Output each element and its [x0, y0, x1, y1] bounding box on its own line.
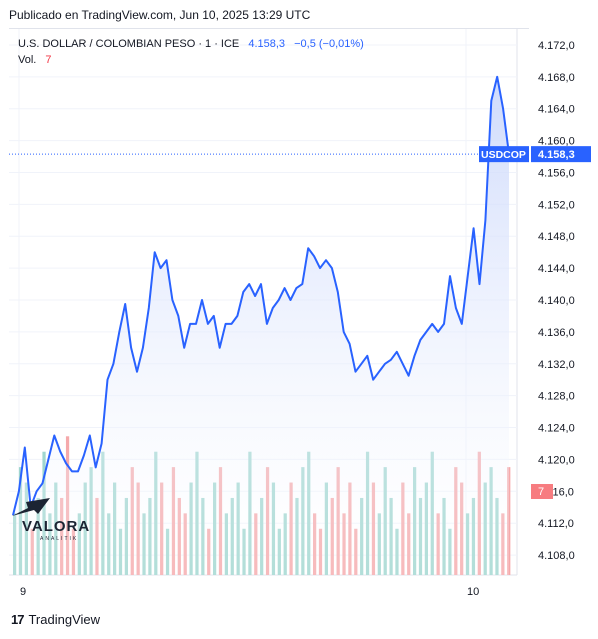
volume-tag-value: 7 — [538, 486, 544, 498]
legend-symbol[interactable]: U.S. DOLLAR / COLOMBIAN PESO · 1 · ICE — [18, 38, 240, 50]
y-tick-label: 4.144,0 — [538, 263, 575, 275]
price-chart[interactable]: 4.172,0 4.168,0 4.164,0 4.160,0 4.156,0 4.152… — [9, 29, 598, 609]
tradingview-brand: TradingView — [28, 612, 101, 627]
tradingview-logo-icon: 17 — [11, 612, 25, 627]
chart-legend: U.S. DOLLAR / COLOMBIAN PESO · 1 · ICE 4… — [18, 36, 364, 68]
legend-price: 4.158,3 — [248, 38, 286, 50]
legend-change: −0,5 (−0,01%) — [294, 38, 364, 50]
legend-volume-row: Vol. 7 — [18, 52, 364, 68]
y-tick-label: 4.156,0 — [538, 167, 575, 179]
valora-watermark: VALORA ANALITIK — [10, 498, 95, 546]
ticker-tag-bg — [479, 146, 529, 163]
x-tick-label: 9 — [20, 586, 26, 598]
y-tick-label: 4.148,0 — [538, 231, 575, 243]
y-tick-label: 4.152,0 — [538, 199, 575, 211]
y-tick-label: 4.136,0 — [538, 327, 575, 339]
y-tick-label: 4.160,0 — [538, 136, 575, 148]
price-line[interactable] — [12, 75, 510, 516]
price-area-fill — [13, 76, 509, 576]
y-tick-label: 4.172,0 — [538, 40, 575, 52]
y-tick-label: 4.124,0 — [538, 423, 575, 435]
ticker-tag-label: USDCOP — [481, 149, 526, 161]
y-tick-label: 4.128,0 — [538, 391, 575, 403]
price-tag-value: 4.158,3 — [538, 149, 575, 161]
volume-tag-bg — [531, 484, 553, 499]
y-tick-label: 4.132,0 — [538, 359, 575, 371]
watermark-sub: ANALITIK — [40, 536, 79, 542]
y-tick-label: 4.108,0 — [538, 550, 575, 562]
y-tick-label: 4.164,0 — [538, 104, 575, 116]
legend-volume-value: 7 — [45, 54, 52, 66]
y-tick-label: 4.120,0 — [538, 454, 575, 466]
chart-area[interactable]: 4.172,0 4.168,0 4.164,0 4.160,0 4.156,0 4.152… — [9, 28, 591, 598]
y-tick-label: 4.140,0 — [538, 295, 575, 307]
tradingview-footer[interactable]: 17 TradingView — [11, 612, 100, 627]
watermark-arrow-icon — [12, 498, 50, 516]
legend-volume-label[interactable]: Vol. — [18, 54, 37, 66]
published-caption: Publicado en TradingView.com, Jun 10, 20… — [9, 8, 311, 22]
y-tick-label: 4.112,0 — [538, 518, 574, 530]
y-tick-label: 4.168,0 — [538, 72, 575, 84]
price-tag-bg — [531, 146, 591, 163]
x-tick-label: 10 — [467, 586, 479, 598]
watermark-name: VALORA — [22, 518, 91, 535]
legend-symbol-row: U.S. DOLLAR / COLOMBIAN PESO · 1 · ICE 4… — [18, 36, 364, 52]
